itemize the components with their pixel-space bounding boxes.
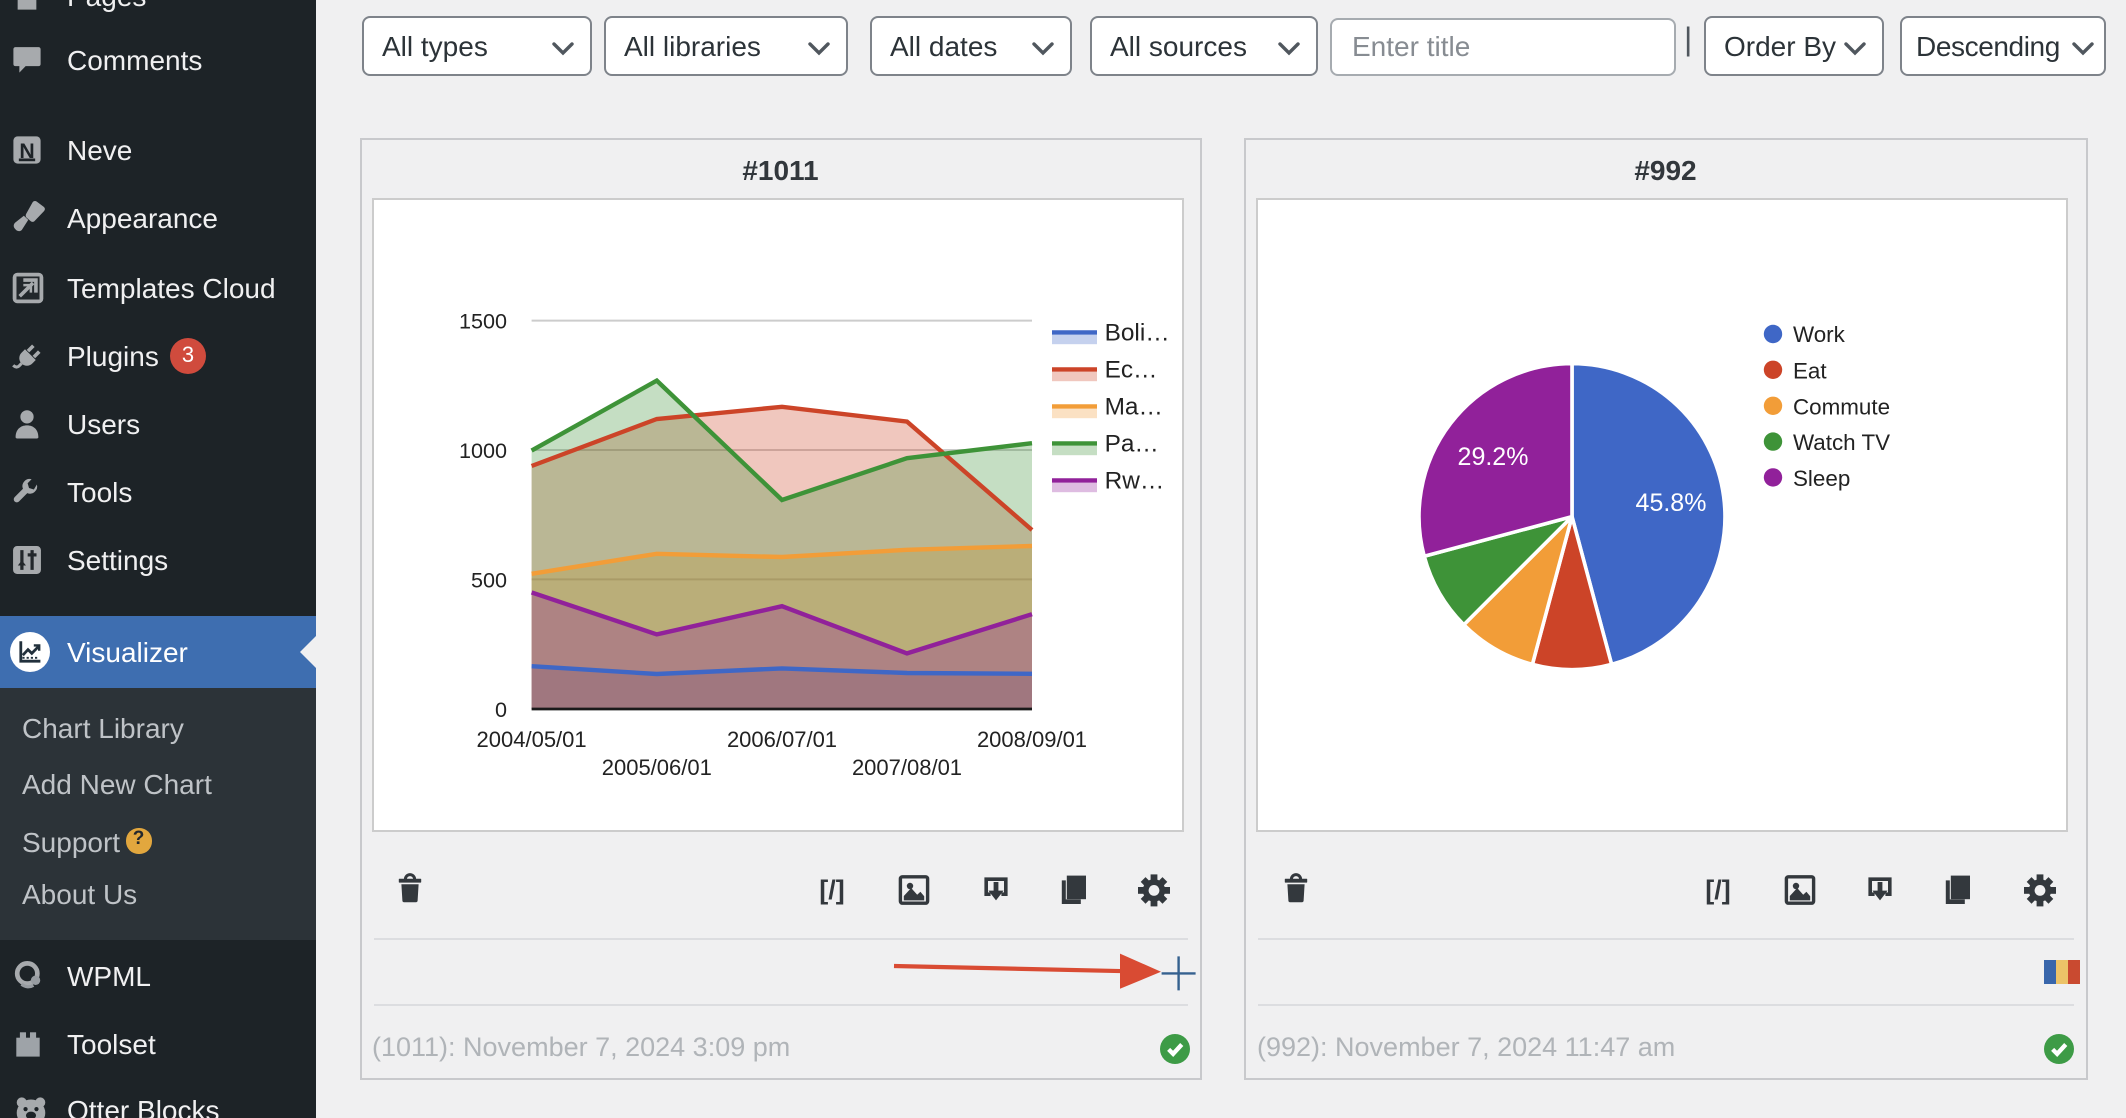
svg-text:Ec…: Ec… [1104,356,1157,383]
svg-text:Work: Work [1793,321,1846,346]
svg-text:Pa…: Pa… [1104,430,1158,457]
svg-text:2006/07/01: 2006/07/01 [726,726,836,751]
svg-text:[/]: [/] [820,875,845,905]
svg-text:Ma…: Ma… [1104,393,1162,420]
svg-text:2005/06/01: 2005/06/01 [601,754,711,779]
svg-text:500: 500 [470,566,506,591]
svg-text:Rw…: Rw… [1104,467,1164,494]
svg-text:2004/05/01: 2004/05/01 [476,726,586,751]
svg-text:Commute: Commute [1793,393,1890,418]
svg-text:2007/08/01: 2007/08/01 [851,754,961,779]
svg-text:N: N [19,139,34,163]
svg-text:Boli…: Boli… [1104,319,1169,346]
svg-text:Watch TV: Watch TV [1793,429,1890,454]
svg-text:2008/09/01: 2008/09/01 [976,726,1086,751]
svg-text:Eat: Eat [1793,357,1827,382]
svg-text:0: 0 [494,696,506,721]
svg-text:45.8%: 45.8% [1636,488,1707,516]
svg-text:[/]: [/] [1705,875,1730,905]
svg-text:29.2%: 29.2% [1458,442,1529,470]
svg-text:1000: 1000 [458,437,506,462]
svg-text:Sleep: Sleep [1793,465,1850,490]
svg-text:1500: 1500 [458,308,506,333]
